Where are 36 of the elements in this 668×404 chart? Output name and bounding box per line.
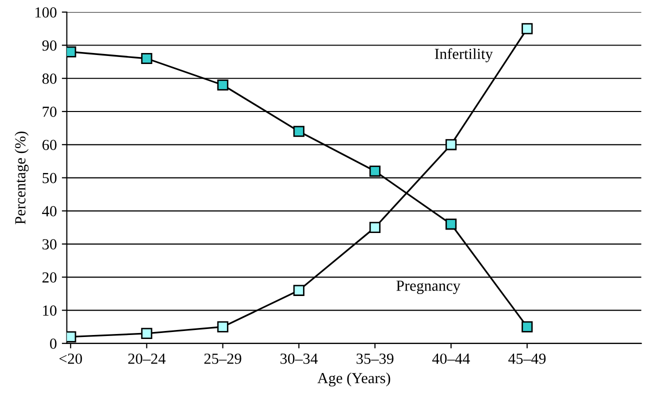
- x-tick-label: 30–34: [280, 354, 318, 364]
- y-tick-label: 70: [42, 106, 56, 117]
- y-tick-label: 10: [43, 305, 56, 316]
- x-tick-label: 45–49: [508, 354, 546, 364]
- point: [446, 218, 457, 230]
- x-tick-label: <20: [59, 354, 82, 364]
- y-tick-label: 0: [50, 338, 56, 349]
- point: [217, 79, 228, 91]
- point: [293, 284, 304, 296]
- x-axis-title: Age (Years): [317, 372, 390, 386]
- x-tick-label: 35–39: [356, 354, 394, 364]
- point: [141, 52, 152, 64]
- x-tick-label: 40–44: [432, 354, 470, 364]
- series-label: Pregnancy: [396, 280, 460, 294]
- point: [293, 126, 304, 137]
- point: [522, 321, 533, 332]
- y-tick-label: 50: [42, 172, 56, 184]
- y-tick-label: 30: [42, 239, 56, 250]
- point: [217, 321, 228, 332]
- point: [522, 23, 533, 34]
- x-tick-label: 20–24: [128, 354, 166, 364]
- point: [66, 331, 76, 342]
- series-label: Infertility: [434, 48, 493, 62]
- y-tick-label: 60: [42, 140, 56, 150]
- y-tick-label: 90: [42, 40, 56, 51]
- y-tick-label: 80: [42, 74, 56, 84]
- point: [141, 328, 152, 340]
- y-tick-label: 40: [42, 206, 56, 216]
- y-tick-label: 100: [36, 7, 56, 18]
- point: [66, 46, 76, 58]
- point: [446, 139, 457, 150]
- y-tick-label: 20: [42, 272, 56, 283]
- y-axis-title: Percentage (%): [14, 132, 29, 224]
- point: [369, 166, 381, 177]
- x-tick-label: 25–29: [204, 354, 242, 364]
- point: [369, 222, 381, 234]
